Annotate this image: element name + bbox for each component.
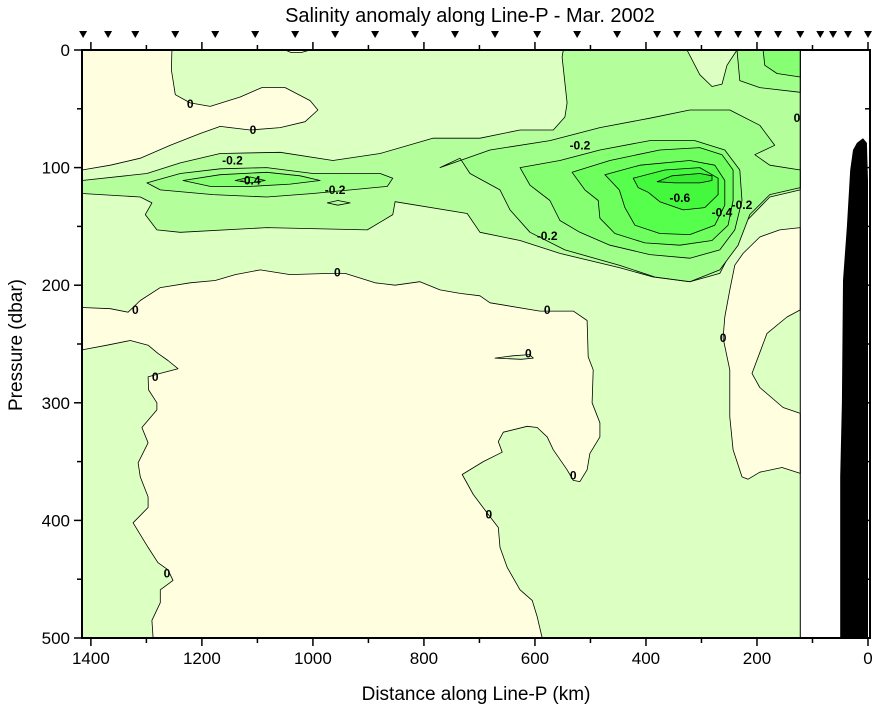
- y-tick-label: 0: [61, 41, 70, 60]
- contour-label: 0: [187, 97, 194, 111]
- x-tick-label: 600: [521, 649, 549, 668]
- x-tick-label: 1000: [294, 649, 332, 668]
- contour-label: 0: [486, 508, 493, 522]
- contour-label: 0: [164, 566, 171, 580]
- y-tick-label: 500: [42, 629, 70, 648]
- station-marker-icon: [673, 31, 682, 38]
- negative-lens-deep: [494, 354, 534, 360]
- station-marker-icon: [774, 31, 783, 38]
- station-marker-icon: [734, 31, 743, 38]
- plot-area: 00-0.2-0.4-0.2-0.2-0.6-0.4-0.20-0.200000…: [81, 49, 868, 639]
- contour-label: 0: [794, 111, 801, 125]
- bathymetry-shape: [838, 138, 868, 638]
- axes: 1400 1200 1000 800 600 400 200 0 0 100 200 300 400 50…: [42, 41, 873, 668]
- station-marker-icon: [573, 31, 582, 38]
- station-marker-icon: [331, 31, 340, 38]
- station-marker-icon: [864, 31, 872, 38]
- west-lens-level-4: [234, 176, 266, 184]
- station-marker-icon: [490, 31, 499, 38]
- station-marker-icon: [816, 31, 825, 38]
- y-tick-label: 400: [42, 511, 70, 530]
- east-core-level-7: [656, 173, 713, 184]
- station-marker-icon: [171, 31, 180, 38]
- west-small-lens: [326, 200, 351, 206]
- station-marker-icon: [104, 31, 113, 38]
- station-marker-icon: [211, 31, 220, 38]
- contour-label: 0: [132, 303, 139, 317]
- station-marker-icon: [371, 31, 380, 38]
- contour-label: 0: [250, 123, 257, 137]
- station-marker-icon: [533, 31, 542, 38]
- x-tick-label: 800: [410, 649, 438, 668]
- y-axis-title: Pressure (dbar): [6, 279, 27, 411]
- station-marker-icon: [694, 31, 703, 38]
- contour-label: -0.4: [712, 205, 733, 219]
- contour-label: -0.4: [240, 174, 261, 188]
- contour-label: 0: [334, 265, 341, 279]
- station-marker-icon: [291, 31, 300, 38]
- positive-region-east: [722, 227, 801, 480]
- station-marker-icon: [451, 31, 460, 38]
- contour-label: -0.2: [325, 183, 346, 197]
- station-marker-icon: [411, 31, 420, 38]
- y-tick-label: 300: [42, 394, 70, 413]
- positive-region-upper: [81, 49, 319, 171]
- contour-label: -0.2: [570, 138, 591, 152]
- y-tick-label: 200: [42, 276, 70, 295]
- contour-label: 0: [525, 346, 532, 360]
- station-marker-icon: [714, 31, 723, 38]
- positive-region-deep: [81, 269, 601, 639]
- station-marker-icon: [796, 31, 805, 38]
- station-marker-icon: [653, 31, 662, 38]
- station-marker-icon: [79, 31, 88, 38]
- chart-title: Salinity anomaly along Line-P - Mar. 200…: [285, 5, 655, 27]
- y-tick-label: 100: [42, 159, 70, 178]
- station-marker-icon: [613, 31, 622, 38]
- station-marker-icon: [754, 31, 763, 38]
- contour-label: 0: [152, 370, 159, 384]
- contour-label: 0: [570, 469, 577, 483]
- contour-label: -0.2: [537, 229, 558, 243]
- x-tick-label: 1400: [72, 649, 110, 668]
- contour-label: -0.2: [222, 154, 243, 168]
- x-axis-title: Distance along Line-P (km): [362, 684, 591, 705]
- station-marker-icon: [844, 31, 853, 38]
- station-markers: [79, 31, 872, 38]
- contour-label: -0.6: [669, 191, 690, 205]
- station-marker-icon: [251, 31, 260, 38]
- contour-label: 0: [544, 303, 551, 317]
- contour-label: 0: [720, 331, 727, 345]
- x-tick-label: 400: [632, 649, 660, 668]
- x-tick-label: 0: [863, 649, 872, 668]
- x-tick-label: 1200: [183, 649, 221, 668]
- contour-label: -0.2: [732, 198, 753, 212]
- x-tick-label: 200: [743, 649, 771, 668]
- station-marker-icon: [829, 31, 838, 38]
- station-marker-icon: [131, 31, 140, 38]
